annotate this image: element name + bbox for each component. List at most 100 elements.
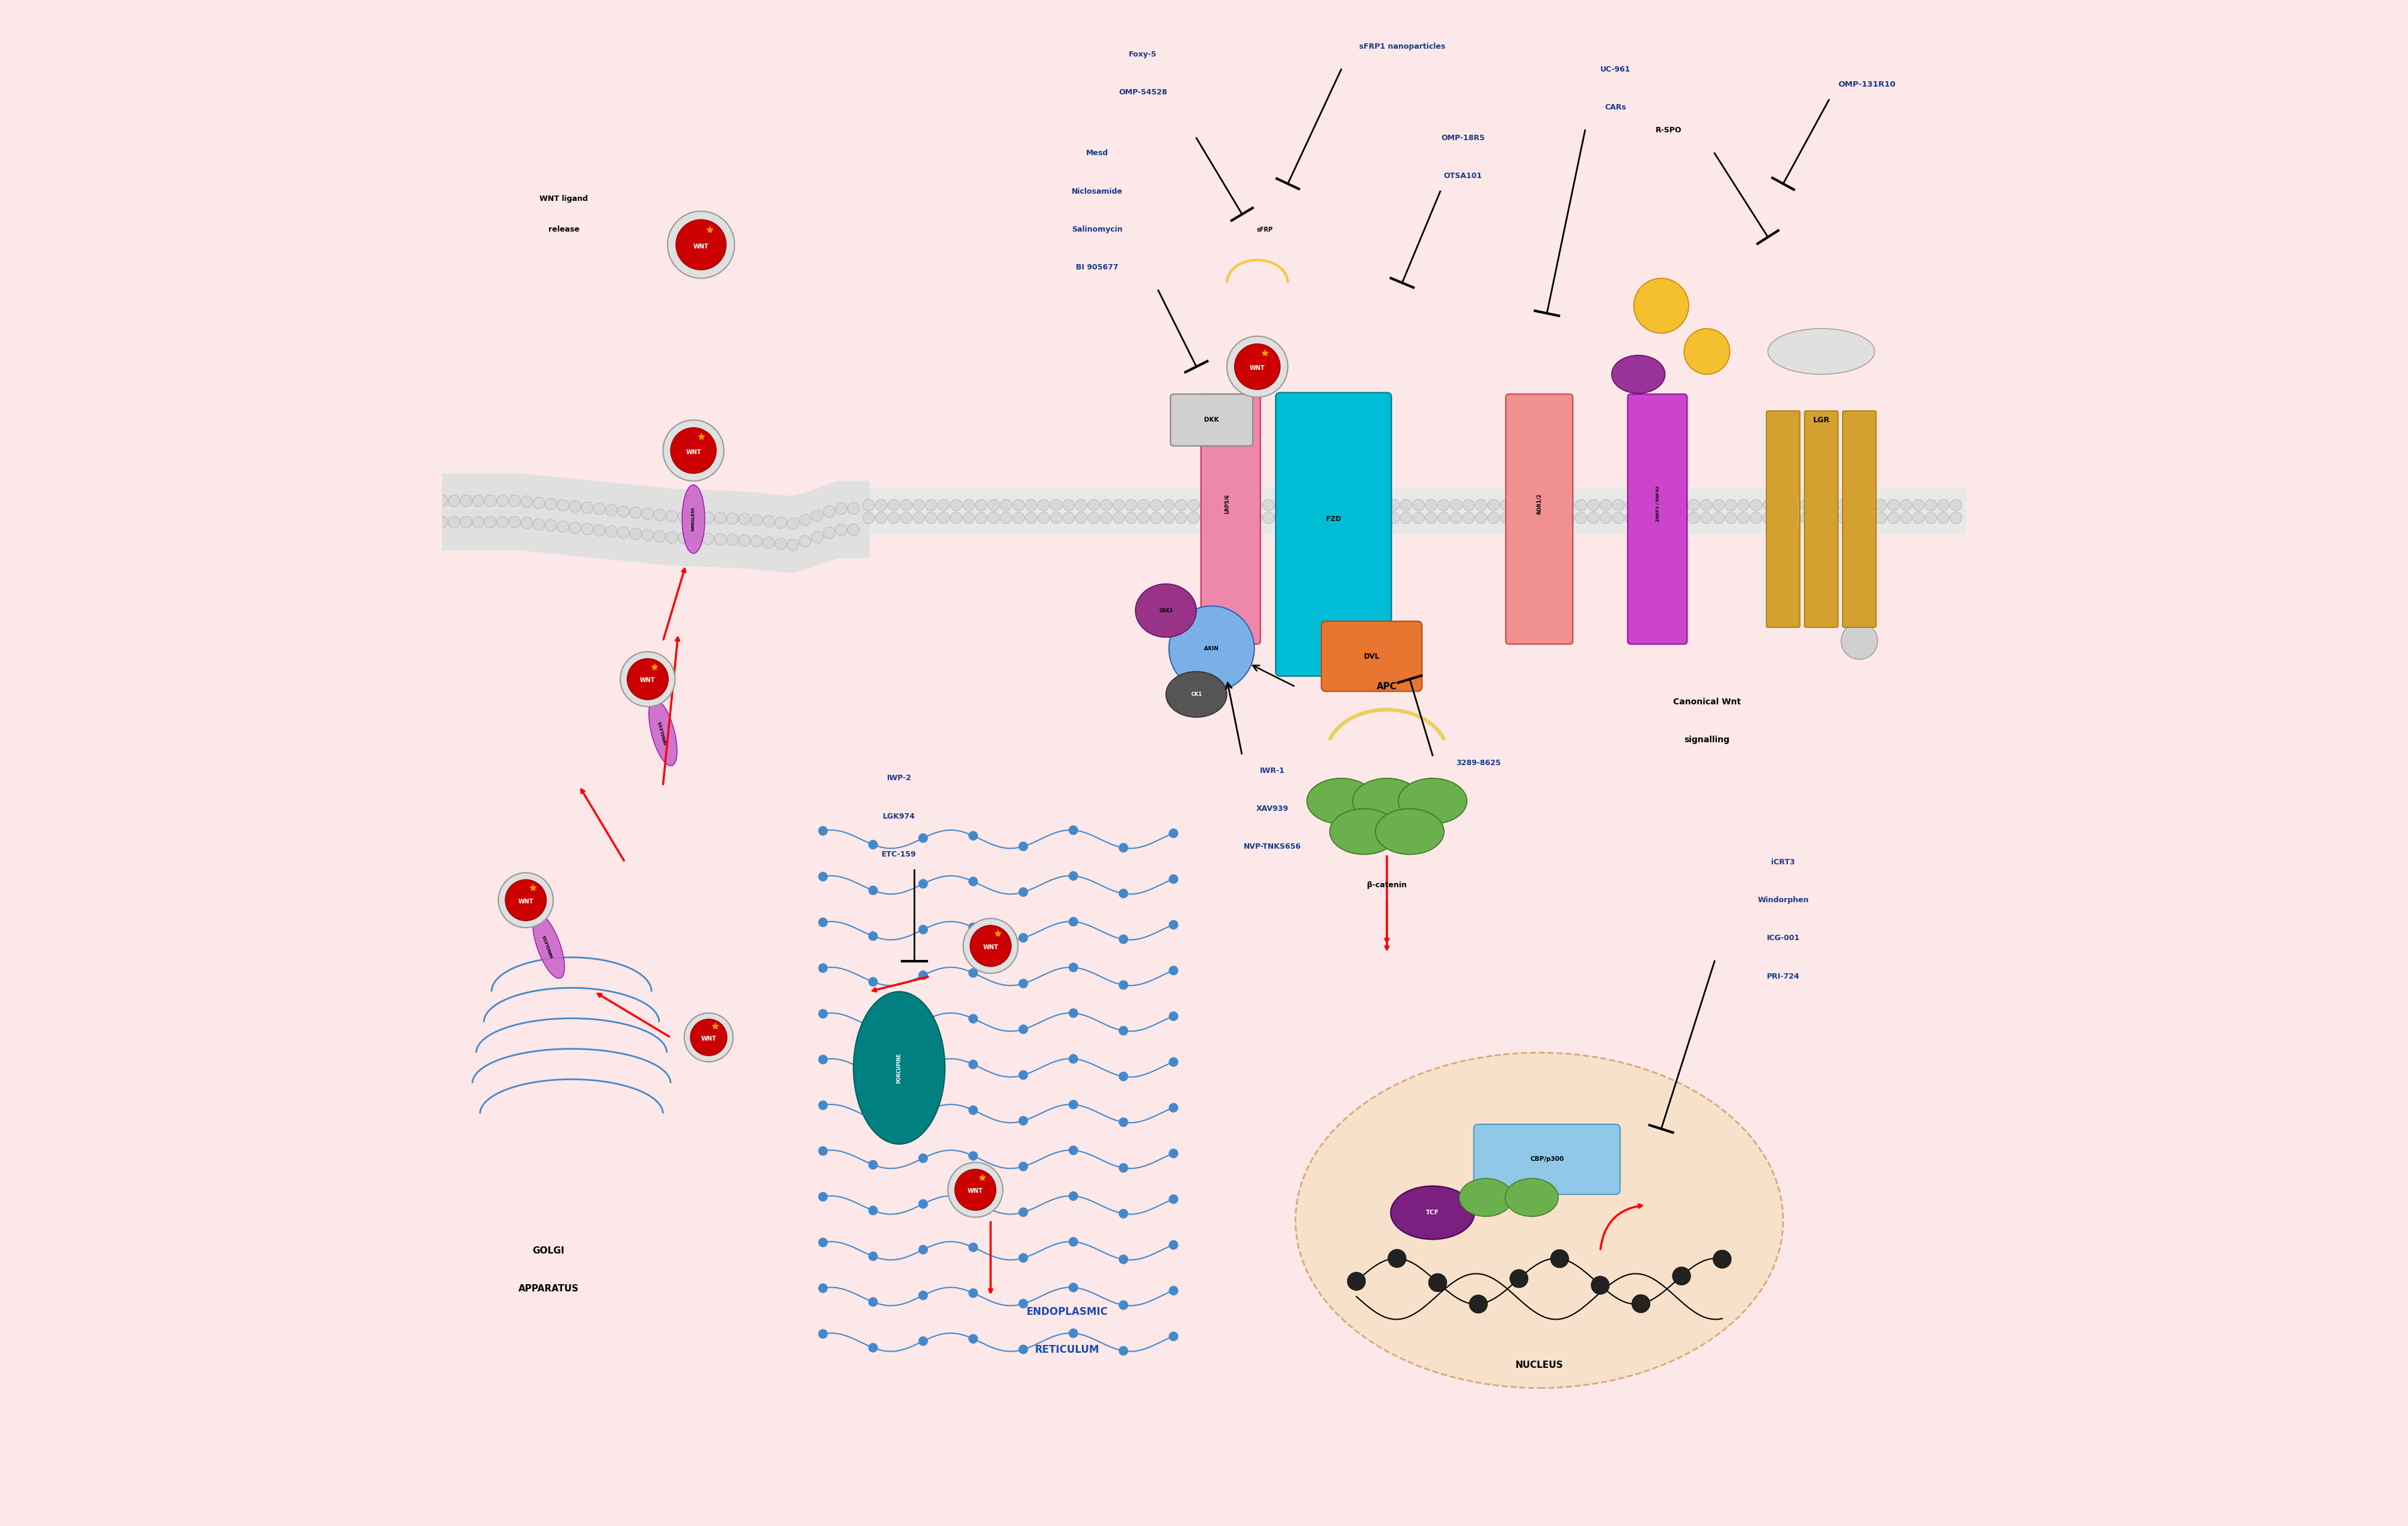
Circle shape <box>925 499 937 511</box>
Circle shape <box>819 871 828 881</box>
Circle shape <box>1112 513 1125 523</box>
Text: WNT: WNT <box>968 1189 982 1195</box>
Text: OMP-131R10: OMP-131R10 <box>1837 81 1895 89</box>
Circle shape <box>1539 499 1548 511</box>
Circle shape <box>727 513 739 525</box>
Circle shape <box>1649 499 1662 511</box>
Ellipse shape <box>1375 809 1445 855</box>
Circle shape <box>1500 499 1512 511</box>
FancyBboxPatch shape <box>1804 410 1837 627</box>
Ellipse shape <box>1353 778 1421 824</box>
Circle shape <box>1168 1058 1178 1067</box>
Circle shape <box>1214 499 1223 511</box>
Text: ROR1/2: ROR1/2 <box>1536 493 1541 514</box>
Circle shape <box>963 499 975 511</box>
Circle shape <box>532 497 544 508</box>
Circle shape <box>691 511 701 523</box>
Circle shape <box>1069 871 1079 881</box>
Circle shape <box>869 1251 877 1260</box>
Circle shape <box>889 499 901 511</box>
Circle shape <box>1038 513 1050 523</box>
Circle shape <box>1842 623 1878 659</box>
Circle shape <box>1739 499 1748 511</box>
Circle shape <box>621 652 674 707</box>
Circle shape <box>1787 499 1799 511</box>
Text: WNT: WNT <box>701 1036 718 1042</box>
Text: 3289-8625: 3289-8625 <box>1457 758 1500 768</box>
Circle shape <box>1488 499 1500 511</box>
Circle shape <box>643 530 653 540</box>
Circle shape <box>655 531 665 542</box>
Circle shape <box>1120 1209 1127 1218</box>
Circle shape <box>1168 1149 1178 1158</box>
Circle shape <box>1226 513 1238 523</box>
Circle shape <box>999 499 1011 511</box>
Circle shape <box>1238 513 1250 523</box>
Circle shape <box>968 1015 978 1024</box>
Circle shape <box>1592 1276 1609 1294</box>
Circle shape <box>592 525 604 536</box>
Circle shape <box>655 510 665 520</box>
Circle shape <box>1401 499 1411 511</box>
Circle shape <box>1637 499 1649 511</box>
Circle shape <box>1168 829 1178 838</box>
Circle shape <box>1551 1250 1568 1268</box>
Circle shape <box>679 511 689 522</box>
Circle shape <box>1649 513 1662 523</box>
Text: BI 905677: BI 905677 <box>1076 264 1120 272</box>
Circle shape <box>1199 499 1211 511</box>
Circle shape <box>1019 1070 1028 1079</box>
Circle shape <box>1214 513 1223 523</box>
Circle shape <box>1168 1286 1178 1296</box>
Circle shape <box>1168 920 1178 929</box>
Circle shape <box>787 539 799 551</box>
Circle shape <box>568 522 580 534</box>
Circle shape <box>1151 513 1163 523</box>
Circle shape <box>1100 513 1112 523</box>
Circle shape <box>901 499 913 511</box>
Circle shape <box>626 659 669 700</box>
Circle shape <box>1512 499 1524 511</box>
Circle shape <box>1938 499 1948 511</box>
Circle shape <box>1250 513 1262 523</box>
Circle shape <box>631 528 641 540</box>
Circle shape <box>1813 513 1825 523</box>
Circle shape <box>472 516 484 528</box>
Circle shape <box>1426 499 1438 511</box>
Circle shape <box>1262 499 1274 511</box>
Circle shape <box>869 1160 877 1169</box>
Circle shape <box>1688 499 1700 511</box>
Text: LRP5/6: LRP5/6 <box>1223 494 1230 514</box>
Circle shape <box>1120 934 1127 943</box>
Circle shape <box>703 511 715 523</box>
Circle shape <box>877 499 886 511</box>
Circle shape <box>819 1009 828 1018</box>
Text: WNT: WNT <box>518 899 535 905</box>
Circle shape <box>869 1022 877 1032</box>
Ellipse shape <box>1399 778 1466 824</box>
Circle shape <box>508 516 520 528</box>
Circle shape <box>1069 1100 1079 1109</box>
Circle shape <box>604 525 616 537</box>
Circle shape <box>1038 499 1050 511</box>
Circle shape <box>1300 499 1312 511</box>
Circle shape <box>1226 499 1238 511</box>
FancyBboxPatch shape <box>1170 394 1252 446</box>
Circle shape <box>1076 513 1086 523</box>
Circle shape <box>1450 499 1462 511</box>
Text: WNT ligand: WNT ligand <box>539 195 588 203</box>
Circle shape <box>1324 499 1336 511</box>
Circle shape <box>520 496 532 508</box>
Circle shape <box>775 517 787 528</box>
Circle shape <box>1019 934 1028 943</box>
Circle shape <box>1876 513 1888 523</box>
Circle shape <box>1633 1294 1649 1312</box>
Circle shape <box>1168 1332 1178 1341</box>
Text: RETICULUM: RETICULUM <box>1035 1344 1098 1355</box>
Circle shape <box>968 1334 978 1343</box>
Circle shape <box>1864 513 1873 523</box>
Circle shape <box>1026 513 1038 523</box>
Circle shape <box>739 534 751 546</box>
Circle shape <box>1739 513 1748 523</box>
Circle shape <box>1199 513 1211 523</box>
